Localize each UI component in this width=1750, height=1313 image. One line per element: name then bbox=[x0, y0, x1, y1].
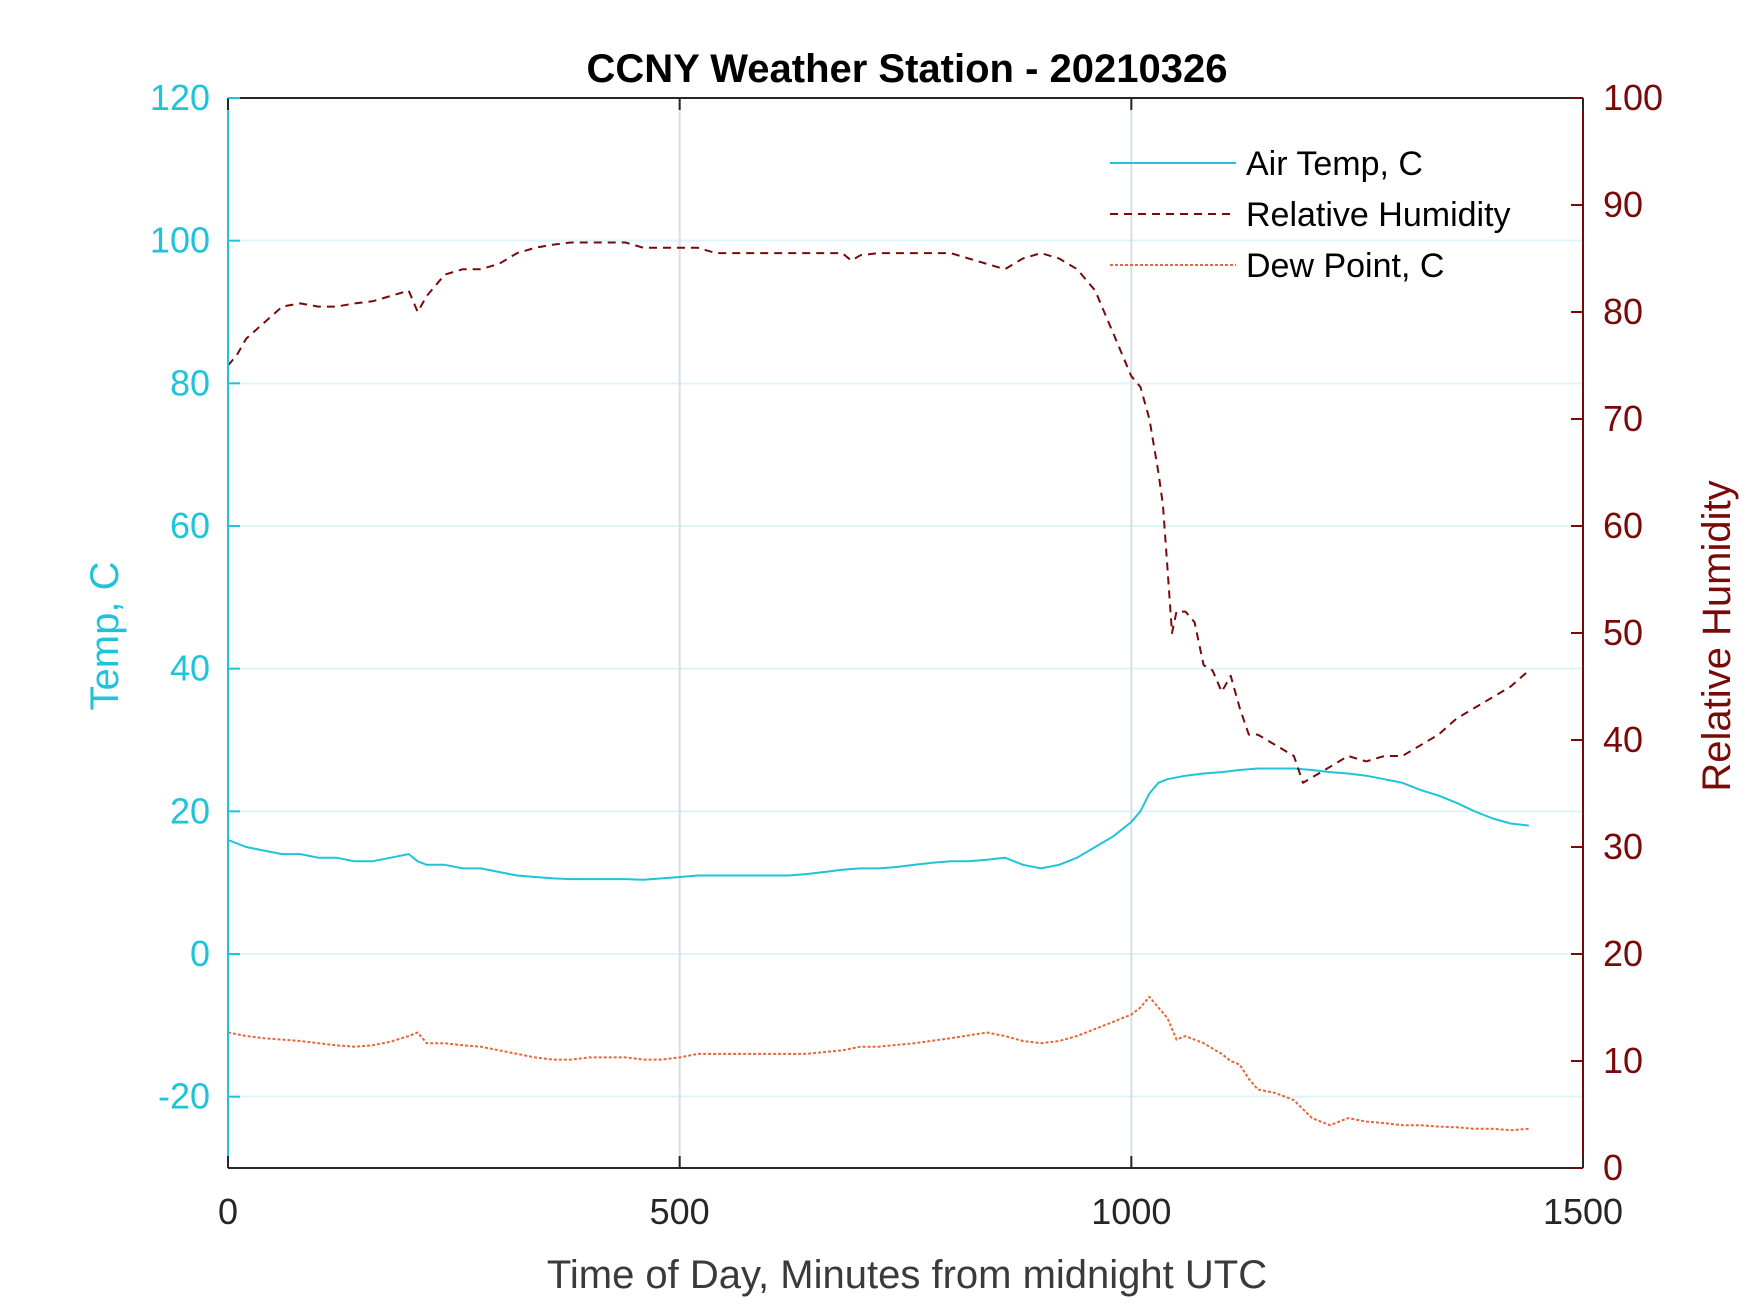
y-right-tick-label: 10 bbox=[1603, 1040, 1643, 1081]
x-tick-label: 500 bbox=[650, 1191, 710, 1232]
y-right-tick-label: 30 bbox=[1603, 826, 1643, 867]
y-right-tick-label: 70 bbox=[1603, 398, 1643, 439]
y-left-tick-label: 40 bbox=[170, 648, 210, 689]
chart-title: CCNY Weather Station - 20210326 bbox=[587, 47, 1228, 91]
y-left-tick-label: 0 bbox=[190, 933, 210, 974]
y-right-tick-label: 40 bbox=[1603, 719, 1643, 760]
legend-label-humidity: Relative Humidity bbox=[1246, 196, 1511, 234]
y-right-tick-label: 0 bbox=[1603, 1147, 1623, 1188]
y-left-tick-label: 100 bbox=[150, 220, 210, 261]
y-right-tick-label: 20 bbox=[1603, 933, 1643, 974]
x-axis-label: Time of Day, Minutes from midnight UTC bbox=[547, 1253, 1267, 1297]
y-right-tick-label: 100 bbox=[1603, 77, 1663, 118]
series-layer bbox=[227, 241, 1530, 1132]
x-tick-label: 1000 bbox=[1091, 1191, 1171, 1232]
y-left-tick-label: -20 bbox=[158, 1076, 210, 1117]
y-axis-right-label: Relative Humidity bbox=[1695, 480, 1739, 791]
y-right-tick-label: 60 bbox=[1603, 505, 1643, 546]
legend-label-dew-point: Dew Point, C bbox=[1246, 247, 1444, 285]
y-right-tick-label: 80 bbox=[1603, 291, 1643, 332]
series-line-dew-point bbox=[227, 995, 1529, 1132]
series-line-humidity bbox=[227, 241, 1530, 784]
y-right-tick-label: 90 bbox=[1603, 184, 1643, 225]
legend: Air Temp, C Relative Humidity Dew Point,… bbox=[1110, 145, 1511, 285]
y-axis-left-label: Temp, C bbox=[83, 562, 127, 711]
x-tick-label: 0 bbox=[218, 1191, 238, 1232]
ticks-layer: 0 500 1000 1500 -20 0 20 40 60 80 100 120 0 10 20 30 40 5… bbox=[150, 77, 1663, 1232]
x-tick-label: 1500 bbox=[1543, 1191, 1623, 1232]
y-left-tick-label: 20 bbox=[170, 790, 210, 831]
y-left-tick-label: 60 bbox=[170, 505, 210, 546]
y-left-tick-label: 120 bbox=[150, 77, 210, 118]
y-right-tick-label: 50 bbox=[1603, 612, 1643, 653]
series-line-air-temp bbox=[227, 767, 1529, 881]
legend-label-air-temp: Air Temp, C bbox=[1246, 145, 1423, 183]
y-left-tick-label: 80 bbox=[170, 362, 210, 403]
